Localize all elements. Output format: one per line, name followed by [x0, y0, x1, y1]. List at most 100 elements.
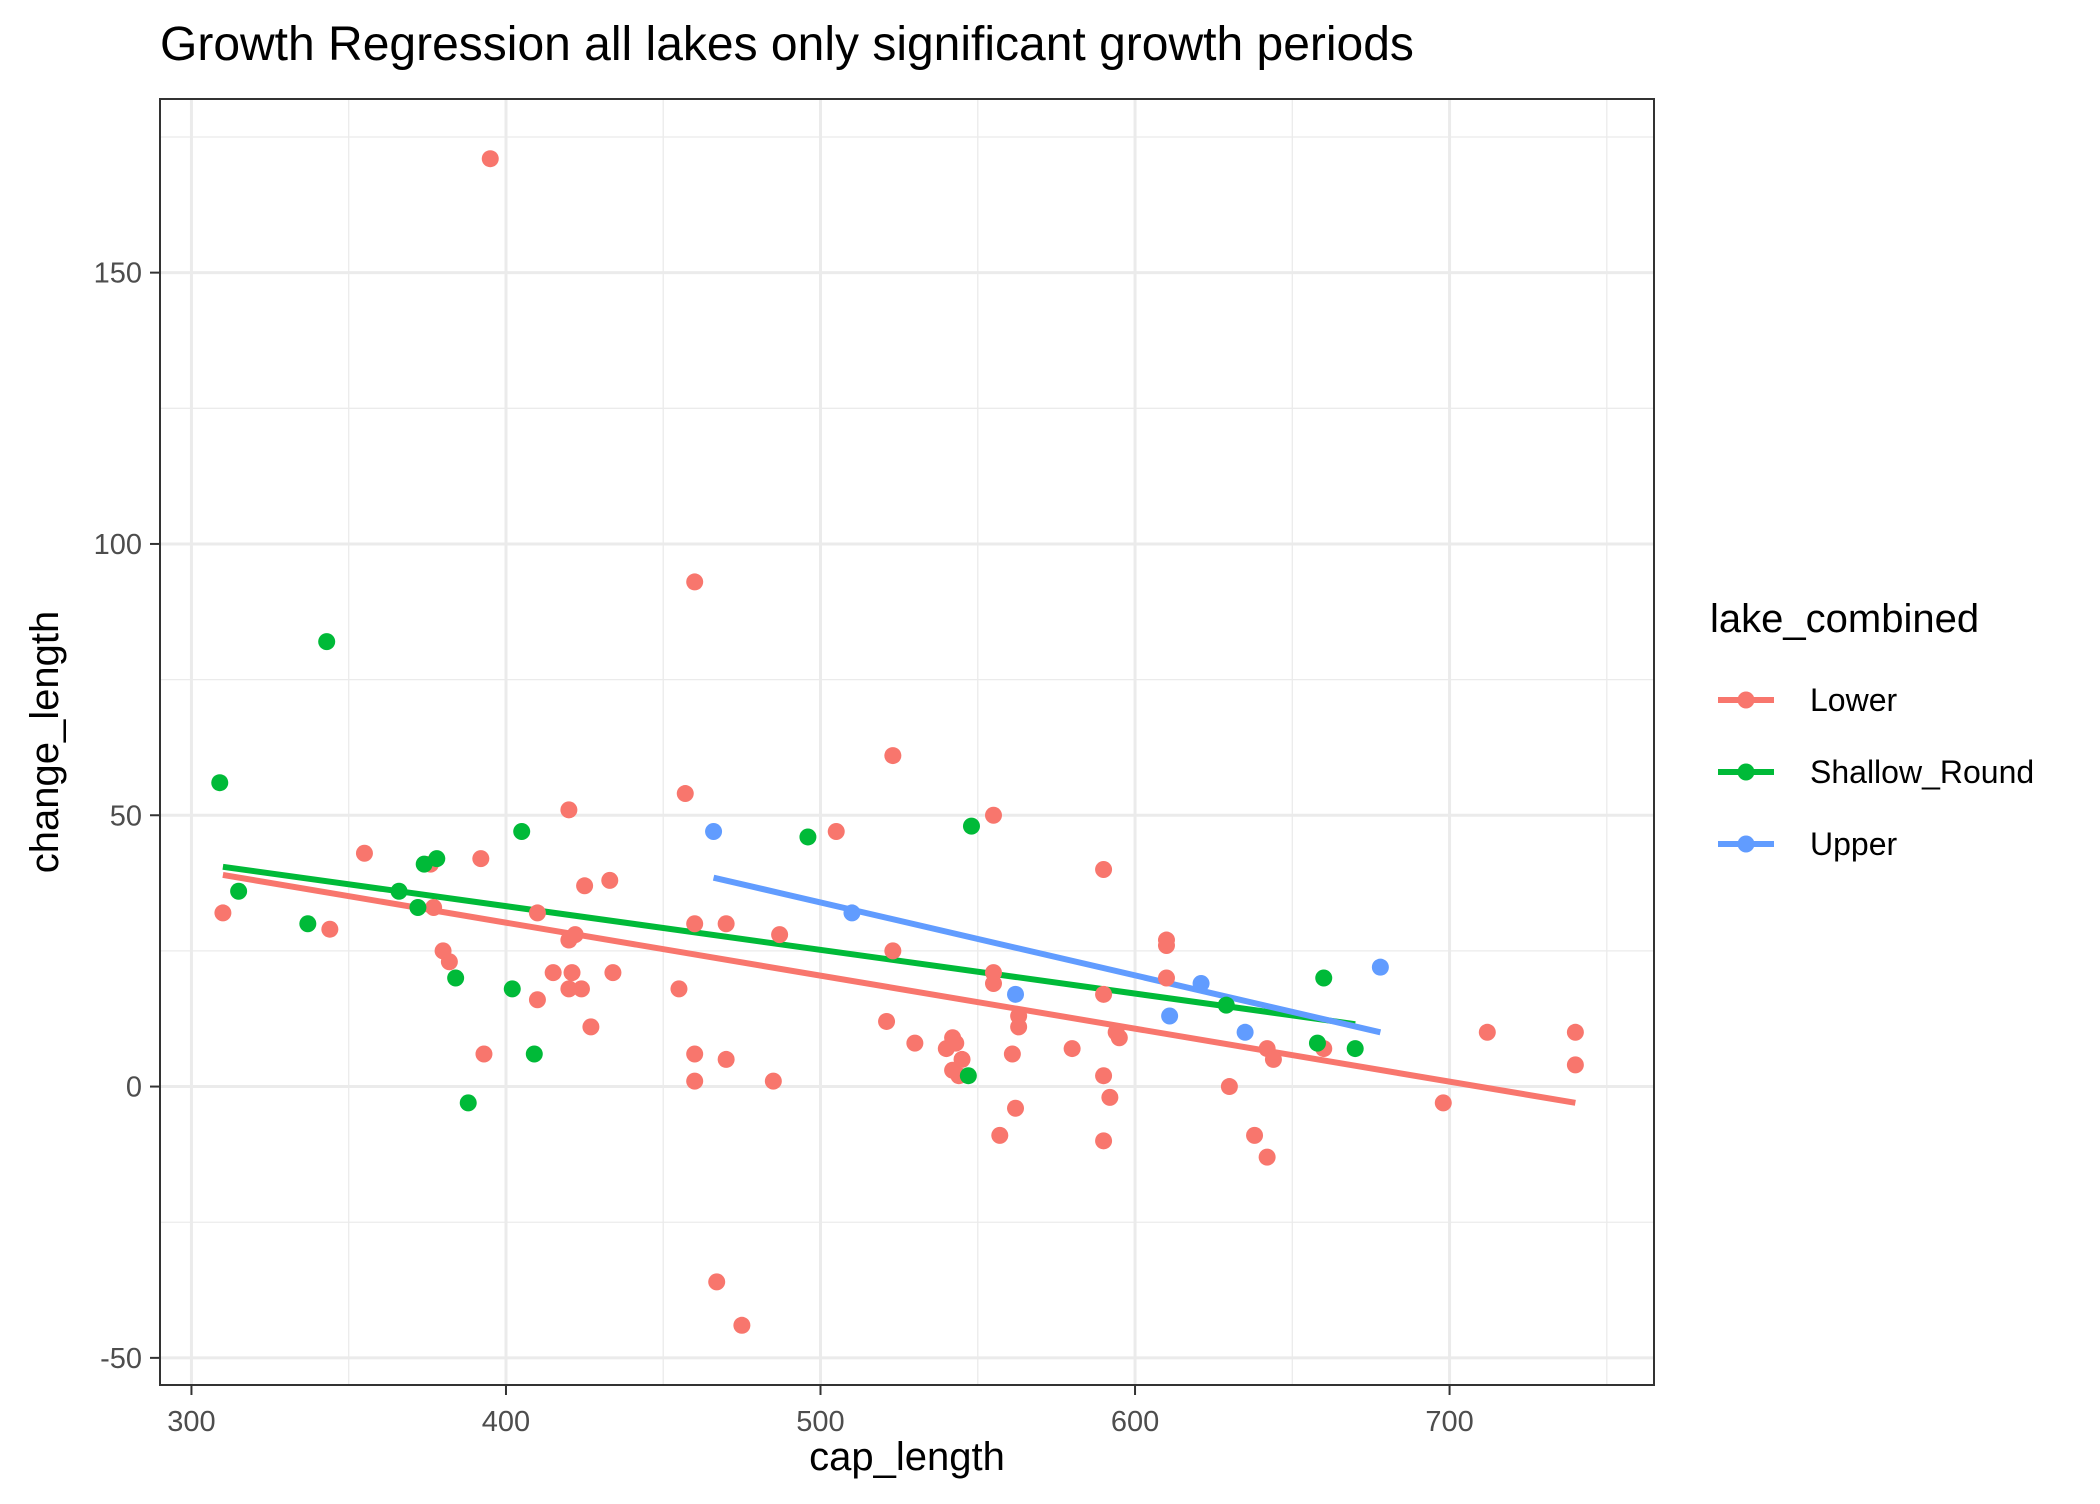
- point-lower: [764, 1072, 782, 1090]
- data-points: [211, 150, 1584, 1334]
- x-tick-label: 400: [482, 1406, 530, 1438]
- point-shallow-round: [962, 817, 980, 835]
- point-upper: [1161, 1007, 1179, 1025]
- legend-key-point-lower: [1737, 691, 1755, 709]
- point-shallow-round: [1308, 1034, 1326, 1052]
- point-lower: [1095, 861, 1113, 879]
- point-lower: [560, 980, 578, 998]
- point-lower: [670, 980, 688, 998]
- point-lower: [676, 785, 694, 803]
- point-lower: [1095, 1067, 1113, 1085]
- point-lower: [1264, 1050, 1282, 1068]
- point-lower: [1095, 1132, 1113, 1150]
- point-shallow-round: [1217, 996, 1235, 1014]
- point-shallow-round: [211, 774, 229, 792]
- x-axis-title: cap_length: [809, 1435, 1005, 1479]
- point-lower: [1157, 936, 1175, 954]
- point-shallow-round: [230, 882, 248, 900]
- x-tick-label: 500: [796, 1406, 844, 1438]
- y-tick-label: 100: [94, 529, 142, 561]
- point-lower: [528, 904, 546, 922]
- point-shallow-round: [459, 1094, 477, 1112]
- legend-key-point-upper: [1737, 835, 1755, 853]
- x-tick-label: 600: [1111, 1406, 1159, 1438]
- point-lower: [601, 871, 619, 889]
- point-upper: [1192, 974, 1210, 992]
- point-upper: [1236, 1023, 1254, 1041]
- point-lower: [1220, 1078, 1238, 1096]
- point-lower: [686, 573, 704, 591]
- point-lower: [1010, 1018, 1028, 1036]
- point-lower: [1566, 1056, 1584, 1074]
- point-lower: [321, 920, 339, 938]
- point-lower: [686, 1072, 704, 1090]
- x-tick-label: 700: [1425, 1406, 1473, 1438]
- point-lower: [686, 915, 704, 933]
- point-shallow-round: [513, 823, 531, 841]
- point-lower: [906, 1034, 924, 1052]
- plot-panel-border: [159, 98, 1655, 1386]
- legend-label-lower: Lower: [1810, 682, 1898, 718]
- point-lower: [1110, 1029, 1128, 1047]
- point-lower: [827, 823, 845, 841]
- point-lower: [475, 1045, 493, 1063]
- point-lower: [878, 1012, 896, 1030]
- point-lower: [472, 850, 490, 868]
- y-axis: -50 0 50 100 150: [94, 258, 160, 1375]
- point-lower: [1434, 1094, 1452, 1112]
- regression-line-lower: [222, 871, 1576, 1106]
- point-lower: [1003, 1045, 1021, 1063]
- x-tick-label: 300: [167, 1406, 215, 1438]
- point-shallow-round: [1346, 1040, 1364, 1058]
- regression-line-shallow-round: [222, 863, 1356, 1028]
- point-lower: [528, 991, 546, 1009]
- point-lower: [560, 801, 578, 819]
- point-lower: [733, 1316, 751, 1334]
- plot-panel-background: [160, 99, 1654, 1385]
- point-lower: [576, 877, 594, 895]
- regression-line-upper: [712, 874, 1382, 1036]
- legend-label-upper: Upper: [1810, 826, 1898, 862]
- legend-items: Lower Shallow_Round Upper: [1718, 682, 2034, 862]
- point-lower: [686, 1045, 704, 1063]
- point-shallow-round: [318, 633, 336, 651]
- point-lower: [604, 964, 622, 982]
- point-shallow-round: [428, 850, 446, 868]
- point-lower: [1095, 985, 1113, 1003]
- point-lower: [1566, 1023, 1584, 1041]
- y-tick-label: 50: [110, 800, 142, 832]
- point-shallow-round: [959, 1067, 977, 1085]
- point-lower: [425, 898, 443, 916]
- chart-title: Growth Regression all lakes only signifi…: [160, 18, 1414, 71]
- point-lower: [771, 926, 789, 944]
- point-lower: [1063, 1040, 1081, 1058]
- point-shallow-round: [409, 898, 427, 916]
- x-axis: 300 400 500 600 700: [167, 1385, 1474, 1438]
- legend: lake_combined Lower Shallow_Round Upper: [1710, 597, 2034, 862]
- point-lower: [708, 1273, 726, 1291]
- point-lower: [953, 1050, 971, 1068]
- point-lower: [984, 806, 1002, 824]
- point-upper: [843, 904, 861, 922]
- point-shallow-round: [525, 1045, 543, 1063]
- y-axis-title: change_length: [23, 611, 67, 873]
- point-lower: [1007, 1099, 1025, 1117]
- point-upper: [1371, 958, 1389, 976]
- point-lower: [1258, 1148, 1276, 1166]
- grid-minor: [160, 99, 1654, 1385]
- point-lower: [717, 1050, 735, 1068]
- legend-label-shallow-round: Shallow_Round: [1810, 754, 2034, 790]
- point-lower: [214, 904, 232, 922]
- point-lower: [582, 1018, 600, 1036]
- point-lower: [991, 1126, 1009, 1144]
- point-lower: [884, 747, 902, 765]
- point-lower: [481, 150, 499, 168]
- point-upper: [1007, 985, 1025, 1003]
- point-lower: [884, 942, 902, 960]
- point-lower: [947, 1034, 965, 1052]
- point-lower: [355, 844, 373, 862]
- point-lower: [1157, 969, 1175, 987]
- grid-major: [160, 99, 1654, 1385]
